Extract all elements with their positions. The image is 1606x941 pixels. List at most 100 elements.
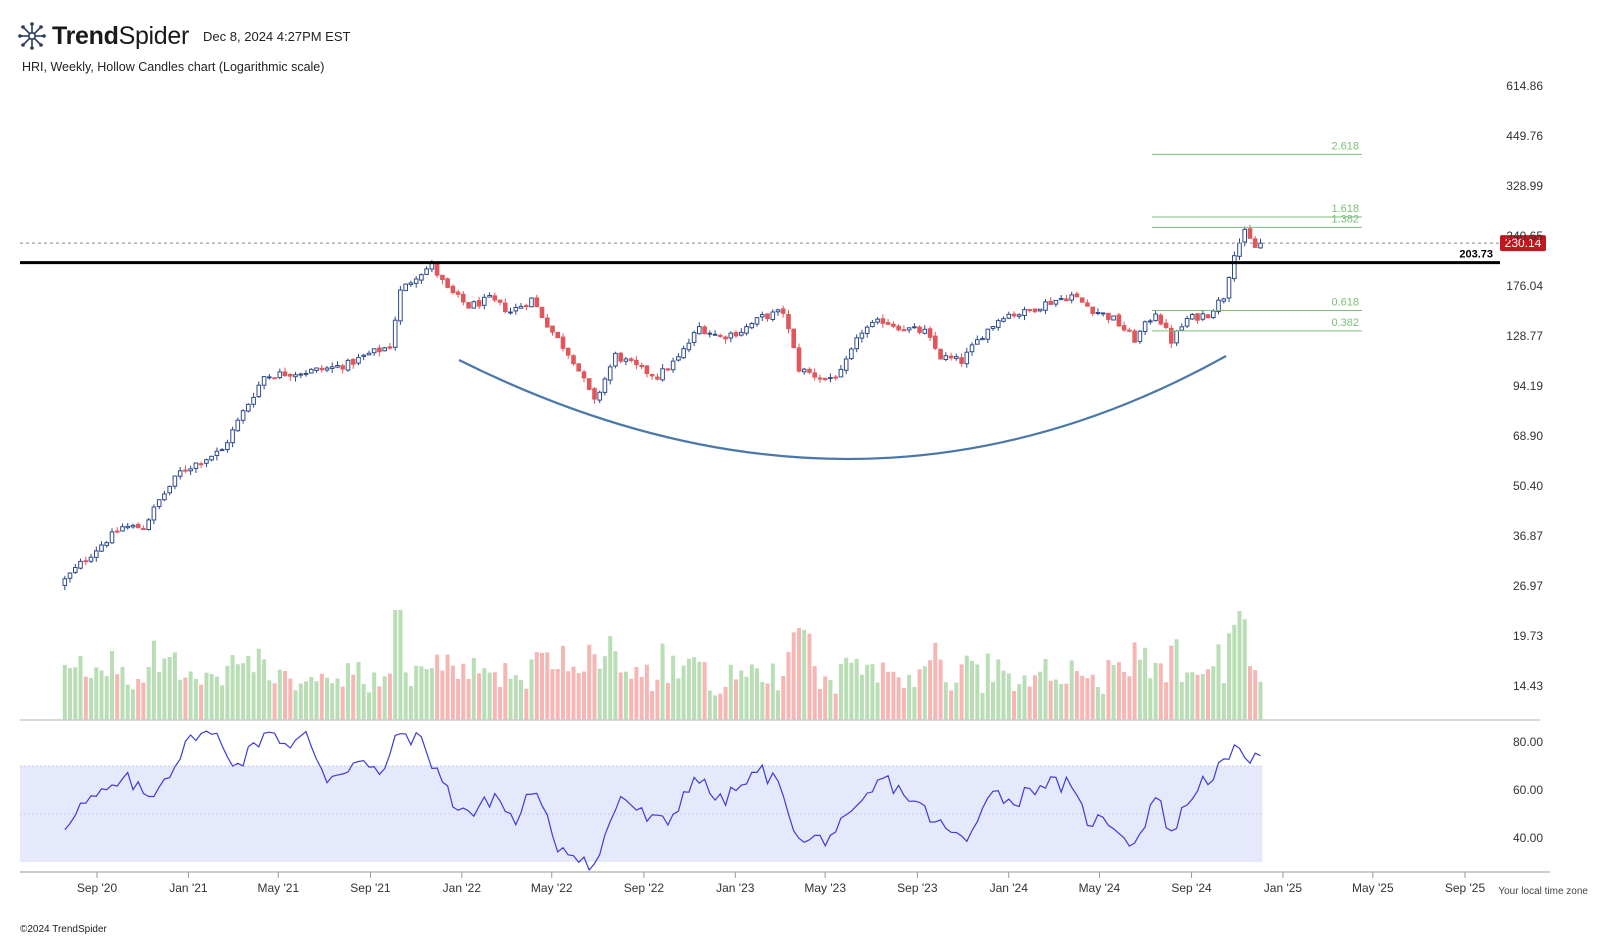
volume-bar xyxy=(770,663,775,720)
fib-level-label: 1.618 xyxy=(1331,203,1359,215)
candle-body xyxy=(324,367,330,371)
candle-body xyxy=(476,300,482,307)
volume-bar xyxy=(938,659,943,720)
volume-bar xyxy=(655,679,660,720)
volume-bar xyxy=(1158,663,1163,720)
candle-body xyxy=(230,429,235,444)
fib-level-label: 2.618 xyxy=(1331,140,1359,152)
volume-bar xyxy=(419,666,424,720)
volume-bar xyxy=(519,680,523,720)
volume-bar xyxy=(183,677,188,720)
candle-body xyxy=(1064,298,1069,302)
volume-bar xyxy=(188,671,193,720)
volume-bar xyxy=(912,687,917,720)
volume-bar xyxy=(1253,670,1258,720)
timezone-note[interactable]: Your local time zone xyxy=(1498,886,1588,897)
candle-body xyxy=(796,347,802,372)
y-tick-label: 50.40 xyxy=(1513,479,1543,493)
candle-body xyxy=(1232,255,1237,280)
candle-body xyxy=(172,475,178,487)
cup-arc xyxy=(458,355,1227,461)
y-tick-label: 176.04 xyxy=(1506,279,1543,293)
candle-body xyxy=(597,391,603,401)
x-tick-label: Sep '20 xyxy=(77,881,118,895)
candle-body xyxy=(1174,330,1179,344)
x-tick-label: Sep '23 xyxy=(897,881,938,895)
candle-body xyxy=(712,333,718,336)
candle-body xyxy=(120,526,125,532)
candle-body xyxy=(335,365,340,368)
volume-bar xyxy=(571,666,576,720)
candle-body xyxy=(665,368,671,371)
candle-body xyxy=(933,335,938,349)
last-price-badge xyxy=(1500,235,1546,252)
volume-bar xyxy=(1258,681,1263,720)
copyright: ©2024 TrendSpider xyxy=(20,924,107,935)
volume-bar xyxy=(1043,659,1048,720)
candle-body xyxy=(1121,325,1127,331)
volume-bar xyxy=(372,672,377,720)
volume-bar xyxy=(576,673,581,720)
volume-bar xyxy=(1027,686,1032,720)
candle-body xyxy=(623,358,629,362)
candle-body xyxy=(875,318,880,323)
candle-body xyxy=(387,346,393,349)
chart-timestamp: Dec 8, 2024 4:27PM EST xyxy=(203,28,351,44)
candle-body xyxy=(497,299,503,303)
volume-bar xyxy=(277,669,282,720)
volume-bar xyxy=(907,674,912,720)
candle-body xyxy=(529,297,534,308)
volume-bar xyxy=(193,678,198,720)
volume-bar xyxy=(1185,672,1190,720)
candle-body xyxy=(319,367,325,371)
candle-body xyxy=(854,337,860,350)
candle-body xyxy=(146,519,151,531)
volume-bar xyxy=(403,672,408,720)
x-tick-label: Jan '23 xyxy=(716,881,755,895)
candle-body xyxy=(613,352,618,367)
volume-bar xyxy=(1127,676,1132,720)
volume-bar xyxy=(283,671,287,720)
volume-bar xyxy=(786,652,791,720)
volume-bar xyxy=(209,674,214,720)
candle-body xyxy=(1258,242,1263,249)
candle-body xyxy=(135,523,141,529)
candle-body xyxy=(1085,302,1090,307)
candle-body xyxy=(366,352,372,356)
volume-bar xyxy=(602,656,607,720)
volume-bar xyxy=(477,673,482,720)
y-tick-label: 26.97 xyxy=(1513,579,1543,593)
candle-body xyxy=(88,556,94,562)
volume-bar xyxy=(644,664,649,720)
volume-bar xyxy=(812,666,817,720)
candle-body xyxy=(1247,228,1253,239)
candle-body xyxy=(183,469,188,472)
rsi-tick-label: 80.00 xyxy=(1513,735,1543,749)
volume-bar xyxy=(634,666,639,720)
volume-bar xyxy=(73,667,78,720)
volume-bar xyxy=(335,678,340,720)
candle-body xyxy=(508,311,513,314)
volume-bar xyxy=(393,610,398,720)
volume-bar xyxy=(1169,645,1174,720)
candle-body xyxy=(267,376,272,379)
candle-body xyxy=(833,376,839,379)
x-tick-label: May '22 xyxy=(531,881,573,895)
volume-bar xyxy=(959,664,964,720)
candle-body xyxy=(990,326,996,329)
volume-bar xyxy=(346,663,350,720)
volume-bar xyxy=(870,664,875,720)
y-tick-label: 128.77 xyxy=(1506,329,1543,343)
candle-body xyxy=(1148,320,1153,323)
candle-body xyxy=(639,365,645,367)
chart-subtitle: HRI, Weekly, Hollow Candles chart (Logar… xyxy=(22,60,325,74)
volume-bar xyxy=(582,671,586,720)
volume-bar xyxy=(214,676,219,720)
candle-body xyxy=(1216,299,1221,313)
candle-body xyxy=(1053,299,1059,305)
candle-body xyxy=(392,319,398,348)
volume-bar xyxy=(293,690,298,720)
candle-body xyxy=(261,376,267,386)
